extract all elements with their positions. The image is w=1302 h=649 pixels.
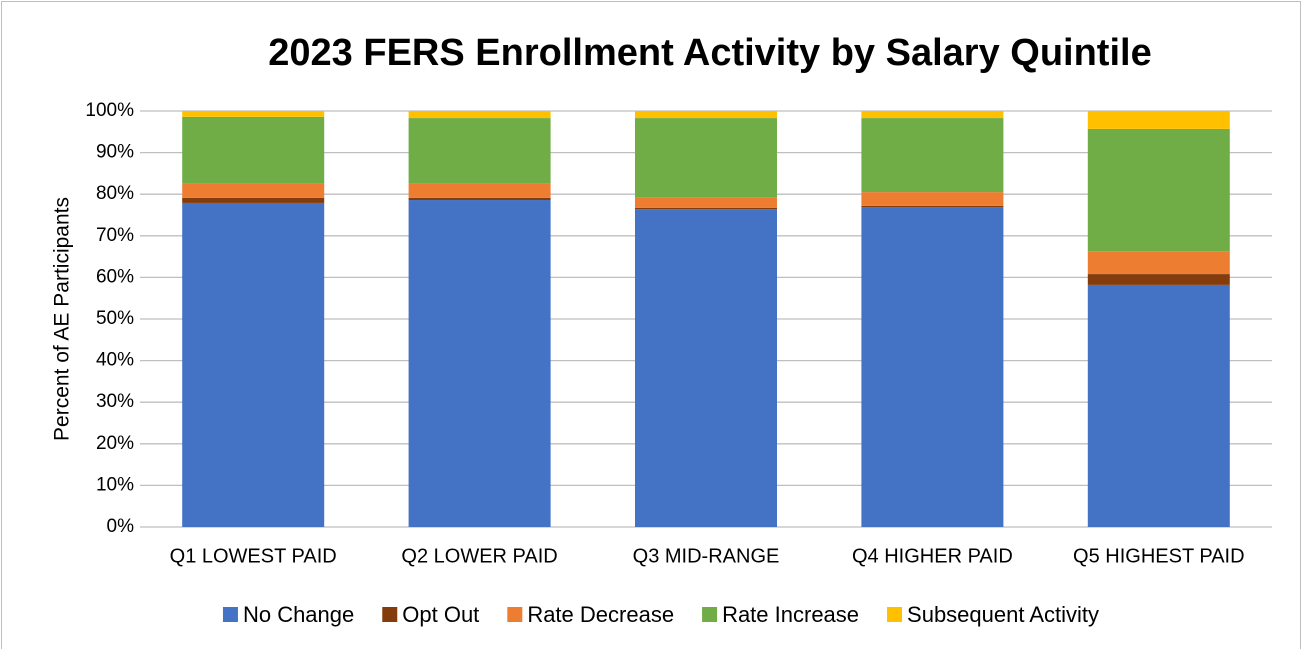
legend-label: Subsequent Activity (907, 602, 1099, 627)
bar-segment (861, 111, 1004, 119)
y-tick-label: 80% (96, 183, 134, 204)
bar-segment (182, 116, 325, 184)
y-tick-label: 50% (96, 308, 134, 329)
bar-segment (182, 197, 325, 203)
legend-swatch (222, 607, 238, 622)
bar-segment (861, 192, 1004, 206)
bar-segment (408, 197, 551, 201)
y-tick-label: 100% (85, 100, 134, 121)
chart-title: 2023 FERS Enrollment Activity by Salary … (268, 32, 1151, 74)
x-tick-label: Q1 LOWEST PAID (170, 545, 337, 567)
x-tick-label: Q3 MID-RANGE (633, 545, 780, 567)
legend-swatch (507, 607, 523, 622)
y-tick-label: 10% (96, 474, 134, 495)
bar-segment (635, 111, 777, 119)
bar-segment (182, 202, 325, 527)
x-tick-label: Q2 LOWER PAID (401, 545, 557, 567)
y-tick-label: 90% (96, 142, 134, 163)
legend-label: Opt Out (402, 602, 479, 627)
y-axis-label: Percent of AE Participants (51, 197, 74, 441)
bar-segment (635, 118, 777, 198)
y-tick-label: 20% (96, 433, 134, 454)
legend-label: Rate Decrease (527, 602, 674, 627)
bar-segment (635, 197, 777, 208)
bar-segment (861, 207, 1004, 527)
x-tick-label: Q5 HIGHEST PAID (1073, 545, 1245, 567)
x-tick-label: Q4 HIGHER PAID (852, 545, 1013, 567)
bar-segment (861, 205, 1004, 208)
bar-segment (408, 183, 551, 198)
y-tick-label: 70% (96, 225, 134, 246)
y-tick-label: 40% (96, 350, 134, 371)
legend-swatch (702, 607, 718, 622)
bar-segment (1087, 274, 1230, 285)
bar-segment (408, 111, 551, 119)
bar-segment (1087, 111, 1230, 129)
bar-segment (408, 200, 551, 528)
y-tick-label: 30% (96, 391, 134, 412)
bar-segment (182, 183, 325, 198)
bar-segment (635, 209, 777, 527)
bar-segment (408, 118, 551, 184)
legend-swatch (382, 607, 398, 622)
y-tick-label: 60% (96, 266, 134, 287)
bar-segment (1087, 284, 1230, 527)
bar-segment (1087, 251, 1230, 275)
legend-swatch (887, 607, 903, 622)
y-tick-label: 0% (107, 516, 135, 537)
legend-label: Rate Increase (722, 602, 859, 627)
bar-segment (861, 118, 1004, 193)
legend-label: No Change (243, 602, 354, 627)
bar-segment (182, 111, 325, 117)
bar-segment (635, 207, 777, 210)
bar-segment (1087, 128, 1230, 252)
